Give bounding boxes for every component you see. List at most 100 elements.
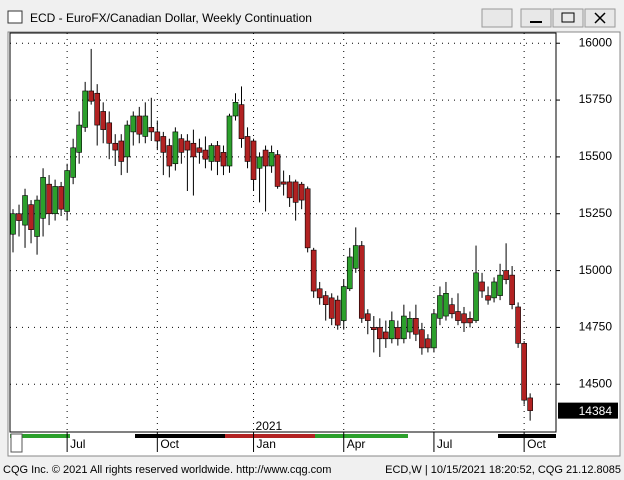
candle-body <box>286 181 293 199</box>
footer-right: ECD,W | 10/15/2021 18:20:52, CQG 21.12.8… <box>385 464 621 476</box>
candle-body <box>395 327 401 340</box>
title-bar <box>0 0 624 32</box>
status-bar <box>0 458 624 480</box>
x-tick-label: Jul <box>70 437 85 451</box>
candle-body <box>503 270 509 280</box>
candle-body <box>226 115 233 167</box>
candle-body <box>34 199 40 237</box>
candle-body <box>142 115 149 137</box>
candle-body <box>509 274 515 305</box>
candle-body <box>232 102 239 117</box>
y-tick-label: 15250 <box>579 206 613 220</box>
maximize-icon <box>561 12 575 23</box>
x-tick-label: Oct <box>160 437 179 451</box>
candle-body <box>425 338 431 349</box>
x-tick-label: Oct <box>527 437 546 451</box>
candle-body <box>178 138 185 153</box>
candle-body <box>304 188 311 249</box>
candle-body <box>136 115 143 135</box>
candle-body <box>316 288 323 299</box>
candle-body <box>202 149 209 160</box>
link-button[interactable] <box>481 8 513 28</box>
candle-body <box>407 318 413 333</box>
candle-body <box>262 149 269 167</box>
candle-body <box>64 170 70 212</box>
y-tick-label: 14500 <box>579 376 613 390</box>
y-tick-label: 15000 <box>579 263 613 277</box>
candle-body <box>527 397 533 411</box>
candle-body <box>346 256 353 290</box>
candle-body <box>485 295 491 301</box>
candle-body <box>28 204 34 230</box>
candle-body <box>244 136 251 162</box>
candle-body <box>340 286 347 321</box>
candle-body <box>401 315 407 340</box>
footer-left: CQG Inc. © 2021 All rights reserved worl… <box>3 464 331 476</box>
candle-body <box>497 274 503 296</box>
y-tick-label: 15500 <box>579 149 613 163</box>
candle-body <box>292 181 299 203</box>
period-strip <box>498 434 556 438</box>
candle-body <box>184 140 191 151</box>
candle-body <box>190 142 197 158</box>
y-tick-label: 14750 <box>579 320 613 334</box>
candle-body <box>154 131 161 142</box>
candle-body <box>334 299 341 326</box>
candle-body <box>256 156 263 169</box>
year-label: 2021 <box>256 419 283 433</box>
y-tick-label: 15750 <box>579 92 613 106</box>
candle-body <box>148 127 155 133</box>
plot-area <box>9 32 557 433</box>
candle-body <box>515 306 521 344</box>
candle-body <box>52 186 58 215</box>
candle-body <box>118 140 125 162</box>
period-strip <box>225 434 315 438</box>
minimize-button[interactable] <box>520 8 552 28</box>
candle-body <box>172 131 179 165</box>
candle-body <box>112 142 119 151</box>
candle-body <box>76 124 82 153</box>
candle-body <box>491 281 497 299</box>
window-title: ECD - EuroFX/Canadian Dollar, Weekly Con… <box>30 11 312 25</box>
candle-body <box>358 245 365 319</box>
candle-body <box>268 152 275 167</box>
candle-body <box>130 115 137 133</box>
period-strip <box>408 434 498 438</box>
period-strip <box>10 434 70 438</box>
app-icon <box>7 10 23 24</box>
x-tick-label: Jul <box>437 437 452 451</box>
candle-body <box>328 297 335 319</box>
period-strip <box>135 434 225 438</box>
candle-body <box>160 136 167 153</box>
y-tick-label: 16000 <box>579 35 613 49</box>
candle-body <box>364 313 371 321</box>
candle-body <box>214 145 221 162</box>
candle-body <box>437 295 443 319</box>
candle-body <box>250 140 257 180</box>
candle-body <box>413 318 419 335</box>
candle-body <box>106 122 113 144</box>
candle-body <box>377 327 383 340</box>
candle-body <box>467 318 473 324</box>
candle-body <box>22 195 28 226</box>
candle-body <box>389 320 395 340</box>
x-tick-label: Jan <box>257 437 276 451</box>
candle-body <box>473 272 479 321</box>
candle-body <box>88 90 94 102</box>
candle-body <box>479 281 485 292</box>
candle-body <box>100 111 107 130</box>
last-price-box <box>558 402 618 419</box>
candle-body <box>58 186 64 210</box>
candle-body <box>208 145 215 162</box>
candle-body <box>370 327 377 330</box>
candle-body <box>40 177 46 219</box>
maximize-button[interactable] <box>552 8 584 28</box>
period-strip <box>315 434 408 438</box>
close-icon <box>594 12 606 24</box>
candle-body <box>124 124 131 158</box>
candle-body <box>274 154 281 187</box>
scroll-handle[interactable] <box>10 433 23 453</box>
candle-body <box>70 147 76 178</box>
candle-body <box>94 92 100 126</box>
